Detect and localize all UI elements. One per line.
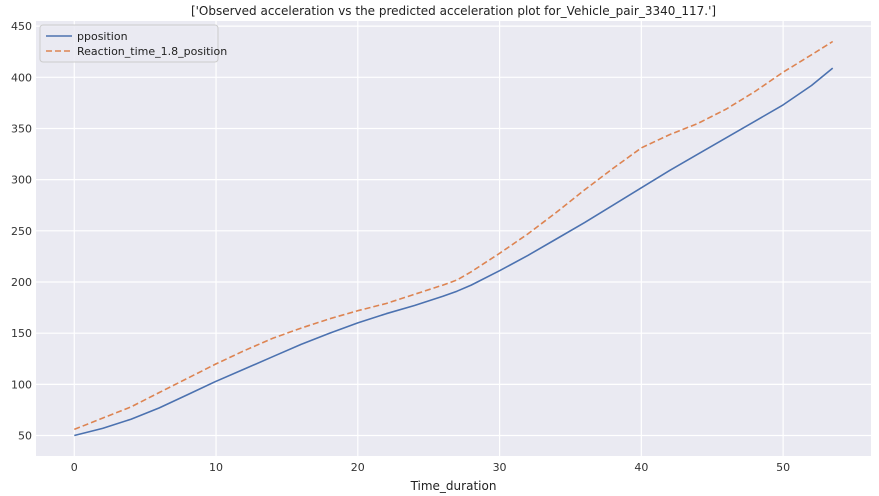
y-tick-label: 100 — [11, 378, 32, 391]
y-axis-ticks: 50 100 150 200 250 300 350 400 450 — [11, 20, 32, 442]
x-axis-ticks: 0 10 20 30 40 50 — [71, 461, 790, 474]
x-tick-label: 10 — [209, 461, 223, 474]
y-tick-label: 350 — [11, 122, 32, 135]
plot-area — [36, 21, 871, 456]
series-line-2 — [74, 40, 834, 431]
y-tick-label: 150 — [11, 327, 32, 340]
y-tick-label: 450 — [11, 20, 32, 33]
x-tick-label: 20 — [351, 461, 365, 474]
series-line-1 — [74, 67, 834, 437]
legend-label-1: pposition — [77, 30, 128, 43]
y-tick-label: 300 — [11, 174, 32, 187]
chart-title: ['Observed acceleration vs the predicted… — [191, 4, 716, 18]
y-tick-label: 250 — [11, 225, 32, 238]
y-tick-label: 400 — [11, 71, 32, 84]
x-tick-label: 40 — [634, 461, 648, 474]
x-tick-label: 50 — [776, 461, 790, 474]
x-tick-label: 30 — [493, 461, 507, 474]
y-tick-label: 200 — [11, 276, 32, 289]
x-axis-label: Time_duration — [410, 479, 497, 493]
legend-box — [39, 24, 219, 63]
x-tick-label: 0 — [71, 461, 78, 474]
legend-label-2: Reaction_time_1.8_position — [77, 45, 227, 58]
y-tick-label: 50 — [18, 430, 32, 443]
series-group — [74, 40, 834, 437]
legend: pposition Reaction_time_1.8_position — [39, 24, 227, 63]
